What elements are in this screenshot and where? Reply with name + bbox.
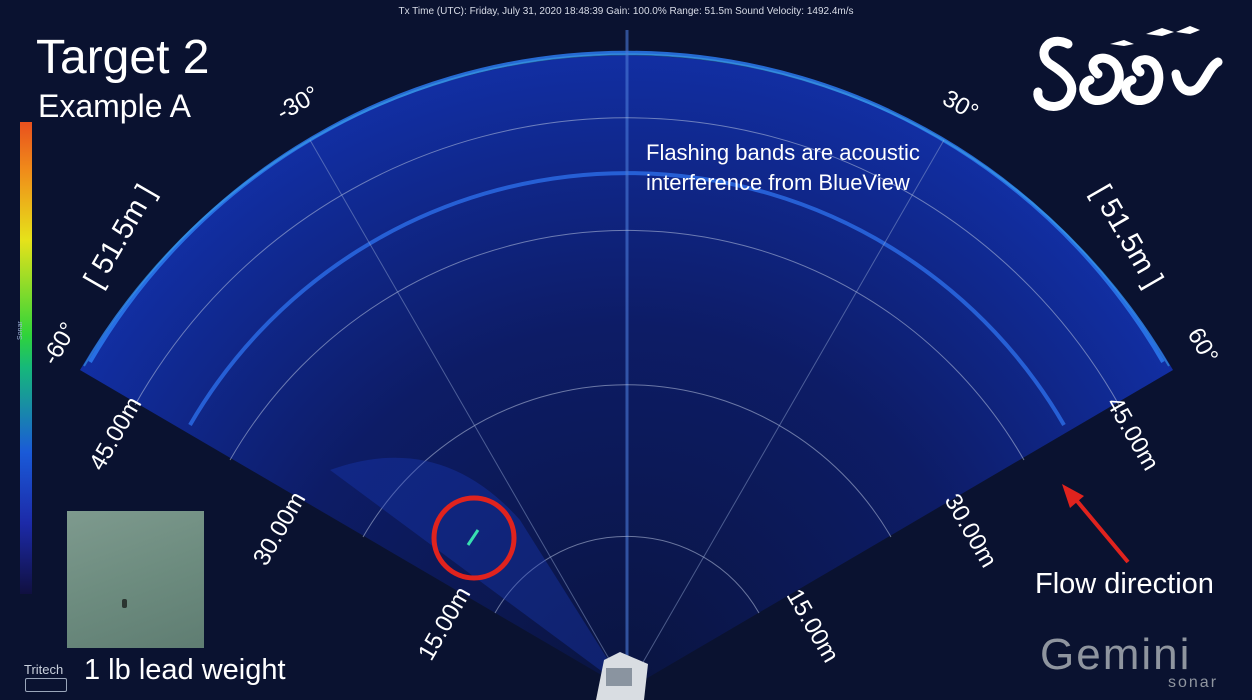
vessel-icon — [596, 652, 648, 700]
sonar-logo-text: sonar — [1168, 674, 1219, 691]
note-line-1: Flashing bands are acoustic — [646, 140, 920, 165]
bearing-lines — [309, 139, 945, 691]
flow-direction-label: Flow direction — [1035, 568, 1214, 600]
interference-note: Flashing bands are acoustic interference… — [646, 138, 920, 198]
note-line-2: interference from BlueView — [646, 170, 910, 195]
flow-arrow — [1070, 493, 1130, 564]
near-field-echo — [330, 457, 627, 690]
target-circle — [431, 495, 517, 581]
lead-weight-icon — [122, 599, 127, 608]
range-rings — [134, 117, 1120, 614]
gemini-logo-text: Gemini — [1040, 630, 1192, 679]
page-title: Target 2 — [36, 31, 210, 84]
page-subtitle: Example A — [38, 88, 191, 124]
tritech-logo-text: Tritech — [24, 662, 64, 677]
intensity-colorbar — [20, 122, 32, 594]
tritech-logo: Tritech — [24, 662, 68, 692]
inset-caption: 1 lb lead weight — [84, 654, 286, 686]
wave-icon — [25, 678, 67, 692]
target-photo — [67, 511, 204, 648]
target-echo — [466, 529, 480, 546]
status-bar: Tx Time (UTC): Friday, July 31, 2020 18:… — [398, 6, 854, 17]
colorbar-label: Sonar — [17, 321, 24, 340]
soa-logo — [1033, 26, 1223, 111]
